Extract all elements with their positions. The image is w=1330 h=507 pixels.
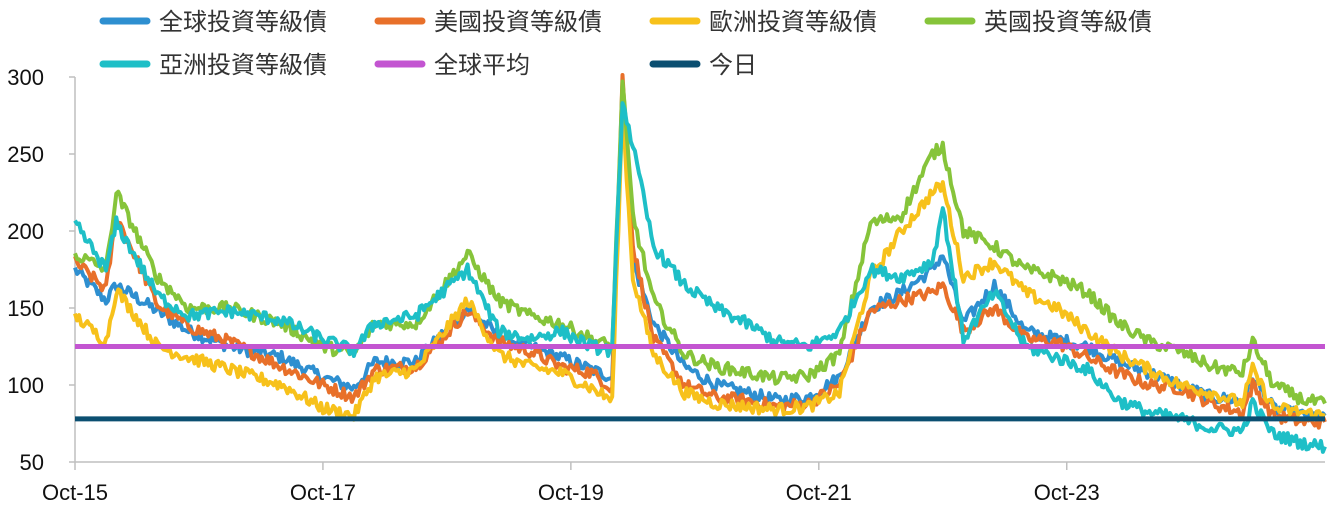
axes: 50 100 150 200 250 300 Oct-15 Oct-17 Oct-19 Oct-2… bbox=[7, 65, 1325, 505]
y-tick-label: 150 bbox=[7, 296, 44, 321]
y-tick-label: 50 bbox=[20, 450, 44, 475]
y-tick-label: 300 bbox=[7, 65, 44, 90]
y-tick-label: 200 bbox=[7, 219, 44, 244]
legend-label-6: 今日 bbox=[709, 51, 757, 79]
legend-label-0: 全球投資等級債 bbox=[159, 8, 327, 36]
series-group bbox=[73, 73, 1327, 454]
legend-label-3: 英國投資等級債 bbox=[984, 8, 1152, 36]
x-tick-label: Oct-17 bbox=[290, 480, 356, 505]
series-line-1 bbox=[73, 73, 1327, 430]
x-tick-label: Oct-23 bbox=[1034, 480, 1100, 505]
legend-label-5: 全球平均 bbox=[434, 51, 530, 79]
series-line-4 bbox=[73, 101, 1327, 454]
y-tick-label: 100 bbox=[7, 373, 44, 398]
x-tick-label: Oct-19 bbox=[538, 480, 604, 505]
x-tick-label: Oct-21 bbox=[786, 480, 852, 505]
y-tick-label: 250 bbox=[7, 142, 44, 167]
x-tick-label: Oct-15 bbox=[42, 480, 108, 505]
series-line-0 bbox=[73, 85, 1327, 422]
legend-label-4: 亞洲投資等級債 bbox=[159, 51, 327, 79]
reference-lines bbox=[75, 344, 1325, 422]
legend-label-1: 美國投資等級債 bbox=[434, 8, 602, 36]
legend-label-2: 歐洲投資等級債 bbox=[709, 8, 877, 36]
